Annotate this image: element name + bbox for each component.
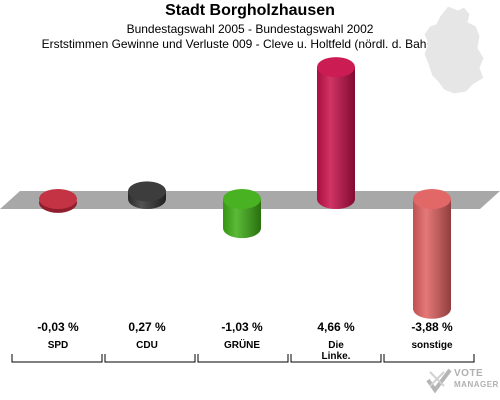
category-bracket-sonstige (383, 354, 475, 363)
category-bracket-spd (11, 354, 103, 363)
category-label-sonstige: sonstige (411, 340, 453, 351)
value-label-die-linke: 4,66 % (317, 320, 355, 334)
category-label-die-linke: Die Linke. (322, 340, 351, 362)
chart-subtitle: Bundestagswahl 2005 - Bundestagswahl 200… (126, 22, 374, 36)
value-label-sonstige: -3,88 % (411, 320, 453, 334)
value-label-cdu: 0,27 % (128, 320, 166, 334)
category-label-grüne: GRÜNE (224, 338, 260, 351)
votemanager-logo: VOTE MANAGER (426, 366, 498, 396)
chart-description: Erststimmen Gewinne und Verluste 009 - C… (41, 37, 459, 51)
chart-title: Stadt Borgholzhausen (165, 2, 335, 19)
bar-cdu (128, 181, 166, 209)
category-label-spd: SPD (48, 340, 69, 351)
bar-grüne (223, 189, 261, 239)
votemanager-check-icon (426, 368, 452, 394)
bar-sonstige (413, 189, 451, 319)
bar-spd (39, 189, 77, 213)
logo-text-manager: MANAGER (454, 380, 499, 389)
category-label-cdu: CDU (136, 340, 158, 351)
category-bracket-cdu (104, 354, 196, 363)
category-bracket-die-linke (290, 354, 382, 363)
value-label-spd: -0,03 % (37, 320, 79, 334)
category-bracket-grüne (197, 354, 289, 363)
bar-die-linke (317, 57, 355, 209)
germany-map-icon (423, 5, 485, 95)
value-label-grüne: -1,03 % (221, 320, 263, 334)
logo-text-vote: VOTE (454, 368, 484, 379)
